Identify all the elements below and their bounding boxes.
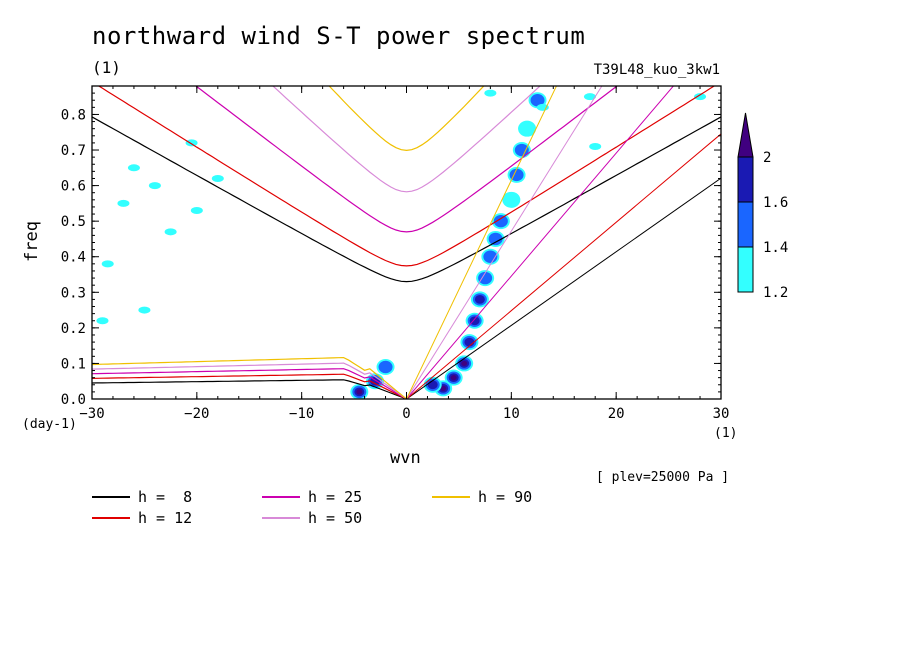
kelvin-line-h50: [406, 86, 603, 399]
y-tick-label: 0.7: [61, 143, 86, 159]
colorbar-label: 1.4: [763, 240, 788, 256]
y-axis-label: freq: [22, 221, 42, 262]
x-axis-label: wvn: [390, 448, 421, 468]
weak-peak-8: [96, 317, 109, 325]
kelvin-line-h8: [406, 177, 721, 399]
weak-peak-3: [127, 164, 140, 172]
weak-peak-5: [101, 260, 114, 268]
dispersion-curve-upper-h8: [92, 116, 721, 283]
colorbar-segment-1: [737, 201, 754, 248]
legend-swatch-h90: [432, 496, 470, 498]
y-tick-label: 0.8: [61, 107, 86, 123]
colorbar-label: 1.6: [763, 195, 788, 211]
weak-peak-7: [211, 174, 224, 182]
chart-title: northward wind S-T power spectrum: [92, 22, 586, 50]
spectral-peak-12: [514, 143, 529, 157]
spectral-peak-0: [440, 385, 447, 391]
dispersion-curve-lower-h8: [92, 379, 407, 399]
legend-swatch-h12: [92, 517, 130, 519]
legend-label-h50: h = 50: [308, 509, 363, 527]
spectral-peak-1: [450, 375, 457, 381]
legend-label-h12: h = 12: [138, 509, 193, 527]
kelvin-line-h90: [406, 86, 558, 399]
dispersion-curve-upper-h12: [97, 86, 716, 267]
x-tick-label: 10: [503, 406, 520, 422]
pressure-level-note: [ plev=25000 Pa ]: [596, 470, 730, 485]
legend-swatch-h8: [92, 496, 130, 498]
y-axis-unit: (day-1): [22, 417, 77, 432]
colorbar-label: 2: [763, 150, 771, 166]
weak-peak-9: [138, 306, 151, 314]
dispersion-curve-lower-h90: [92, 356, 407, 399]
spectral-peak-18: [427, 380, 438, 390]
y-tick-label: 0.0: [61, 392, 86, 408]
legend-label-h25: h = 25: [308, 488, 363, 506]
x-tick-label: −30: [79, 406, 104, 422]
y-tick-label: 0.5: [61, 214, 86, 230]
x-tick-label: −10: [289, 406, 314, 422]
dispersion-curve-upper-h90: [328, 86, 485, 152]
y-tick-label: 0.1: [61, 356, 86, 372]
dispersion-curve-lower-h50: [92, 362, 407, 399]
weak-peak-2: [190, 206, 203, 214]
legend-label-h8: h = 8: [138, 488, 193, 506]
weak-peak-0: [164, 228, 177, 236]
plot-frame: [91, 85, 722, 400]
colorbar-extend-arrow: [737, 112, 754, 158]
spectral-peak-10: [502, 191, 521, 208]
chart-subtitle: (1): [92, 58, 121, 77]
weak-peak-4: [117, 199, 130, 207]
colorbar-segment-2: [737, 156, 754, 203]
weak-peak-13: [583, 93, 596, 101]
spectral-peak-2: [461, 360, 468, 367]
spectral-peak-3: [464, 337, 475, 347]
spectral-peak-14: [530, 94, 545, 107]
dispersion-curve-upper-h50: [272, 86, 541, 193]
spectral-peak-6: [478, 271, 493, 285]
kelvin-line-h25: [406, 86, 675, 399]
spectral-peak-4: [469, 316, 480, 326]
spectral-peak-5: [474, 295, 485, 304]
x-tick-label: 20: [608, 406, 625, 422]
weak-peak-10: [484, 89, 497, 97]
kelvin-line-h12: [406, 133, 721, 399]
weak-peak-14: [694, 93, 707, 101]
dispersion-curve-lower-h12: [92, 373, 407, 399]
plot-area: [92, 86, 721, 399]
spectral-peak-17: [356, 389, 363, 395]
weak-peak-12: [589, 142, 602, 150]
weak-peak-6: [185, 139, 198, 147]
legend-label-h90: h = 90: [478, 488, 533, 506]
spectral-peak-16: [378, 360, 393, 374]
weak-peak-1: [148, 182, 161, 190]
legend-swatch-h50: [262, 517, 300, 519]
x-tick-label: 30: [713, 406, 730, 422]
y-tick-label: 0.3: [61, 285, 86, 301]
spectral-peak-13: [518, 120, 537, 137]
dispersion-curve-lower-h25: [92, 368, 407, 399]
spectral-peak-11: [509, 168, 524, 182]
colorbar-label: 1.2: [763, 285, 788, 301]
y-tick-label: 0.6: [61, 179, 86, 195]
y-tick-label: 0.4: [61, 250, 86, 266]
x-axis-unit: (1): [714, 426, 738, 441]
colorbar-segment-0: [737, 246, 754, 293]
x-tick-label: −20: [184, 406, 209, 422]
spectral-peak-9: [493, 214, 508, 228]
y-tick-label: 0.2: [61, 321, 86, 337]
spectral-peak-8: [488, 232, 503, 246]
run-name: T39L48_kuo_3kw1: [593, 62, 720, 78]
x-tick-label: 0: [402, 406, 410, 422]
legend-swatch-h25: [262, 496, 300, 498]
